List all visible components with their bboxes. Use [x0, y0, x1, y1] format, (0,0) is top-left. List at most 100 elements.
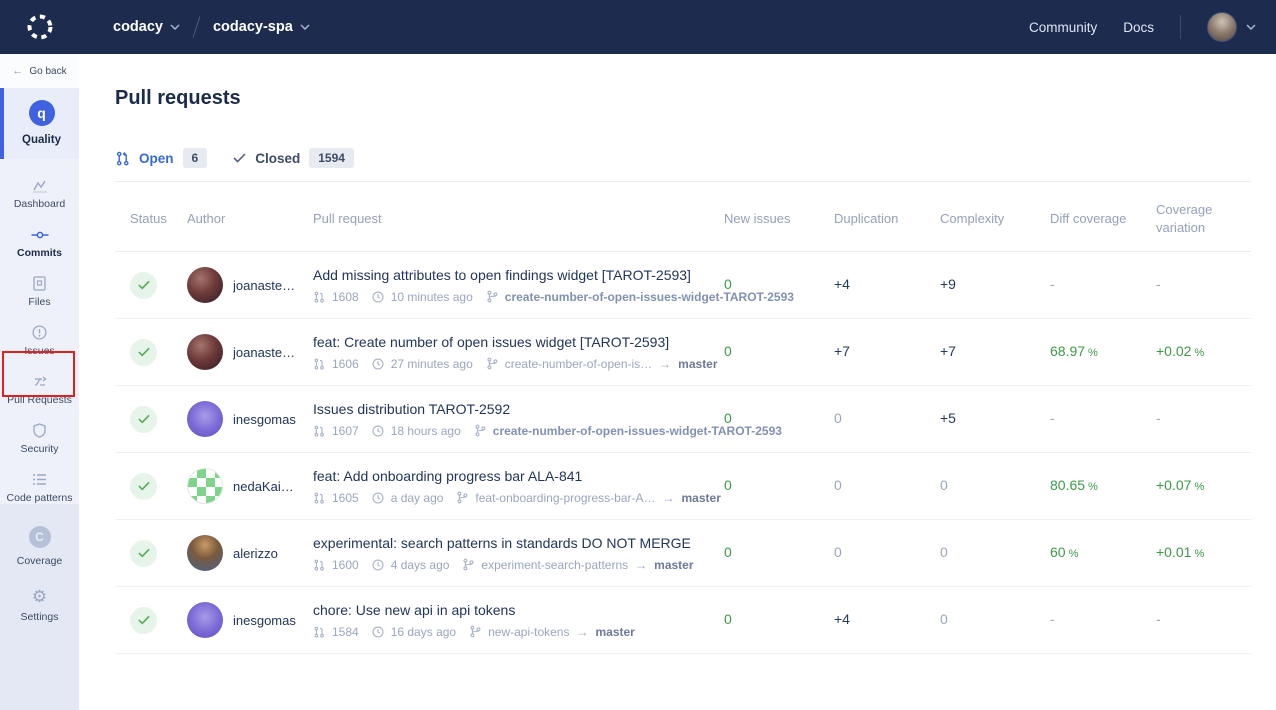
diff-coverage-value: -: [1050, 611, 1055, 628]
tab-open-label: Open: [139, 150, 174, 166]
user-menu[interactable]: [1207, 12, 1256, 42]
sidebar-item-commits[interactable]: Commits: [0, 220, 79, 269]
column-header-author: Author: [187, 210, 226, 226]
repo-selector[interactable]: codacy-spa: [213, 19, 310, 35]
commits-icon: [0, 226, 79, 243]
closed-count-badge: 1594: [309, 148, 354, 168]
dashboard-icon: [0, 177, 79, 194]
org-selector[interactable]: codacy: [113, 19, 180, 35]
user-avatar[interactable]: [1207, 12, 1237, 42]
complexity-value: 0: [940, 544, 948, 561]
sidebar-item-code-patterns[interactable]: Code patterns: [0, 465, 79, 514]
sidebar-item-pull-requests[interactable]: Pull Requests: [0, 367, 79, 416]
sidebar-section-quality[interactable]: q Quality: [0, 88, 79, 159]
sidebar-item-files[interactable]: Files: [0, 269, 79, 318]
pr-meta: 1584 16 days ago new-api-tokens → master: [313, 625, 710, 639]
branch-name[interactable]: experiment-search-patterns: [481, 557, 629, 572]
docs-link[interactable]: Docs: [1123, 19, 1154, 35]
target-branch[interactable]: master: [654, 557, 694, 572]
sidebar-item-label: Pull Requests: [7, 394, 72, 406]
diff-coverage-cell: -: [1050, 611, 1156, 629]
pr-time: 16 days ago: [390, 624, 457, 639]
branch-name[interactable]: new-api-tokens: [488, 624, 570, 639]
pr-title[interactable]: Add missing attributes to open findings …: [313, 266, 691, 283]
coverage-variation-cell: +0.01%: [1156, 544, 1251, 562]
pr-time: 4 days ago: [390, 557, 450, 572]
issues-icon: [0, 324, 79, 341]
table-row[interactable]: inesgomas Issues distribution TAROT-2592…: [115, 386, 1251, 454]
pr-title[interactable]: feat: Create number of open issues widge…: [313, 333, 670, 350]
branch-icon: [486, 290, 498, 303]
table-row[interactable]: nedaKai… feat: Add onboarding progress b…: [115, 453, 1251, 521]
sidebar-item-coverage[interactable]: C Coverage: [0, 520, 79, 582]
complexity-value: 0: [940, 611, 948, 628]
page-title: Pull requests: [115, 87, 241, 109]
duplication-cell: 0: [834, 477, 940, 495]
sidebar-item-dashboard[interactable]: Dashboard: [0, 171, 79, 220]
pr-meta: 1606 27 minutes ago create-number-of-ope…: [313, 356, 718, 371]
table-row[interactable]: alerizzo experimental: search patterns i…: [115, 520, 1251, 588]
codacy-logo-icon[interactable]: [0, 12, 79, 42]
sidebar-item-label: Issues: [24, 345, 55, 357]
diff-coverage-value: -: [1050, 410, 1055, 427]
author-avatar: [187, 401, 223, 438]
tab-open[interactable]: Open 6: [115, 148, 208, 168]
target-branch[interactable]: master: [678, 356, 718, 371]
pr-meta: 1600 4 days ago experiment-search-patter…: [313, 558, 710, 572]
author-avatar: [187, 535, 223, 572]
author-avatar: [187, 468, 223, 505]
author-cell: alerizzo: [187, 535, 313, 572]
back-arrow-icon: ←: [12, 65, 24, 77]
arrow-right-icon: →: [635, 557, 648, 572]
diff-coverage-unit: %: [1068, 548, 1079, 561]
breadcrumb: codacy codacy-spa: [113, 16, 310, 38]
table-header: Status Author Pull request New issues Du…: [115, 182, 1251, 253]
sidebar-item-issues[interactable]: Issues: [0, 318, 79, 367]
coverage-icon: C: [28, 526, 51, 548]
table-row[interactable]: inesgomas chore: Use new api in api toke…: [115, 587, 1251, 655]
tab-closed-label: Closed: [255, 150, 301, 166]
status-passed-icon: [130, 606, 157, 634]
go-back-label: Go back: [29, 65, 67, 77]
code-patterns-icon: [0, 471, 79, 488]
branch-name[interactable]: create-number-of-open-issues-widget-TARO…: [492, 423, 782, 438]
branch-name[interactable]: create-number-of-open-issues-widget-TARO…: [504, 289, 794, 304]
branch-icon: [456, 491, 468, 504]
pr-title[interactable]: Issues distribution TAROT-2592: [313, 400, 511, 417]
pr-title[interactable]: chore: Use new api in api tokens: [313, 601, 516, 618]
pull-request-cell: Issues distribution TAROT-2592 1607 18 h…: [313, 400, 782, 438]
status-passed-icon: [130, 472, 157, 500]
sidebar-item-security[interactable]: Security: [0, 416, 79, 465]
go-back-button[interactable]: ← Go back: [0, 54, 79, 88]
target-branch[interactable]: master: [595, 624, 635, 639]
branch-name[interactable]: create-number-of-open-is…: [504, 356, 653, 371]
sidebar-item-label: Coverage: [16, 555, 63, 567]
duplication-cell: +4: [834, 276, 940, 294]
table-body: joanaste… Add missing attributes to open…: [115, 252, 1251, 655]
coverage-variation-value: +0.07: [1156, 477, 1192, 494]
status-passed-icon: [130, 405, 157, 433]
table-row[interactable]: joanaste… Add missing attributes to open…: [115, 252, 1251, 320]
duplication-cell: 0: [834, 544, 940, 562]
sidebar-item-settings[interactable]: ⚙ Settings: [0, 582, 79, 644]
pr-number: 1584: [332, 624, 359, 639]
column-header-new-issues: New issues: [724, 210, 791, 226]
author-avatar: [187, 267, 223, 304]
pr-title[interactable]: feat: Add onboarding progress bar ALA-84…: [313, 467, 583, 484]
pr-title[interactable]: experimental: search patterns in standar…: [313, 534, 691, 551]
community-link[interactable]: Community: [1028, 19, 1098, 35]
complexity-value: +7: [940, 343, 956, 360]
pull-request-cell: feat: Create number of open issues widge…: [313, 334, 724, 371]
column-header-duplication: Duplication: [834, 210, 899, 226]
author-cell: inesgomas: [187, 401, 313, 438]
author-name: nedaKai…: [233, 478, 294, 494]
column-header-coverage-variation: Coverage variation: [1156, 202, 1213, 235]
target-branch[interactable]: master: [681, 490, 721, 505]
tab-closed[interactable]: Closed 1594: [233, 148, 354, 168]
branch-icon: [474, 424, 486, 437]
branch-name[interactable]: feat-onboarding-progress-bar-A…: [475, 490, 656, 505]
column-header-status: Status: [130, 210, 167, 226]
coverage-variation-unit: %: [1194, 347, 1205, 360]
coverage-variation-value: +0.01: [1156, 544, 1192, 561]
table-row[interactable]: joanaste… feat: Create number of open is…: [115, 319, 1251, 387]
